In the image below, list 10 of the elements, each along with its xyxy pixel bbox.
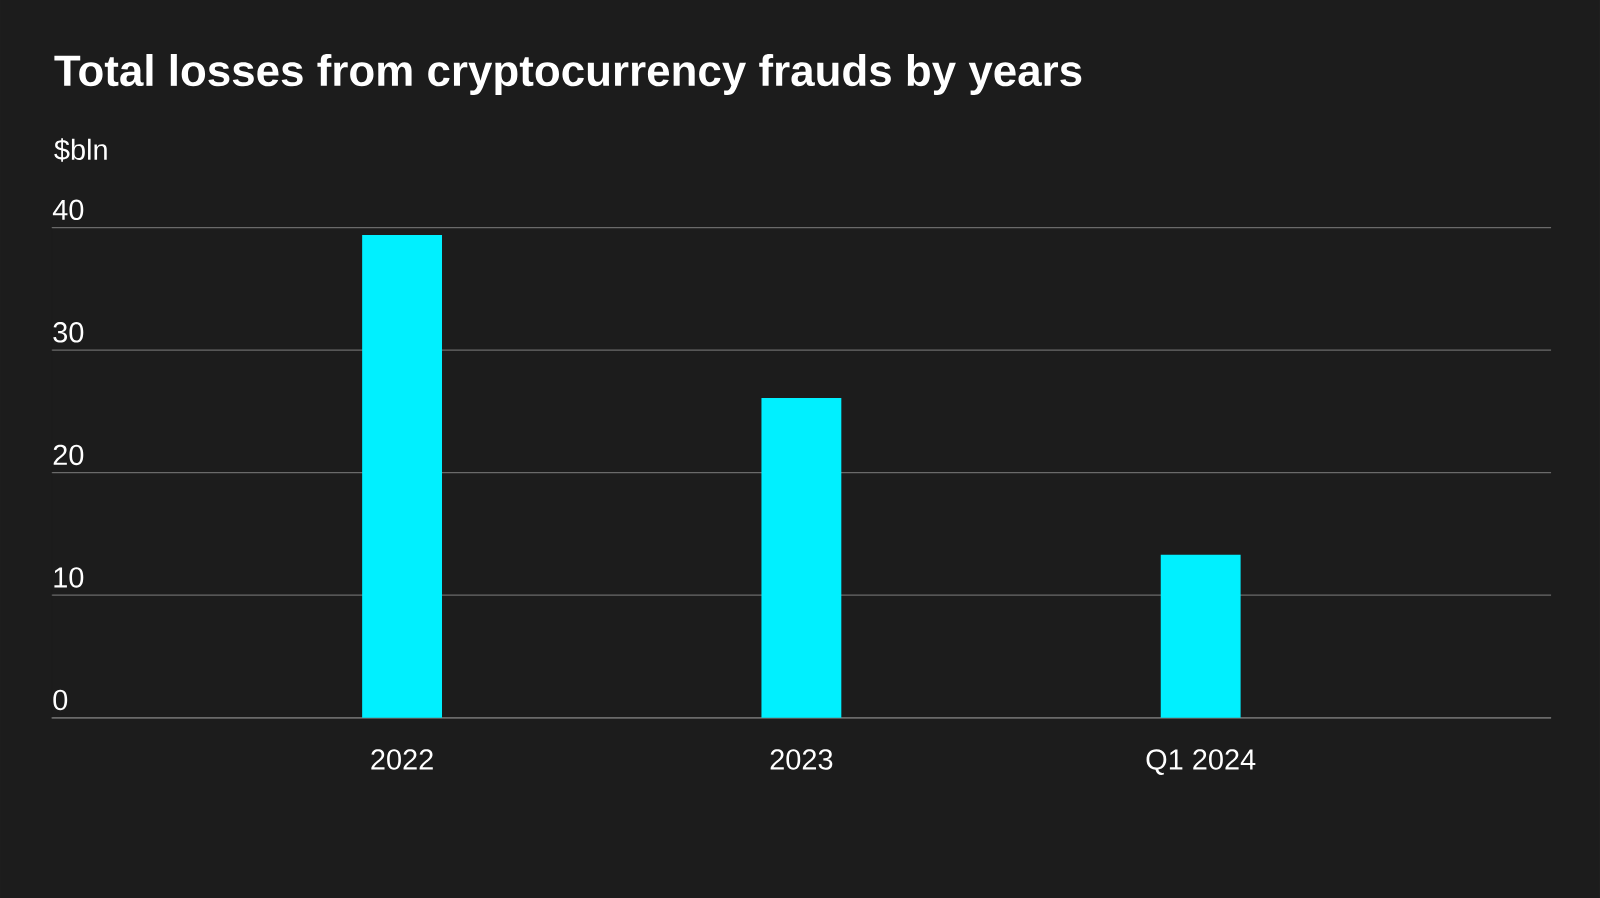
x-tick-label: Q1 2024 [1146, 749, 1256, 775]
y-tick-label: 30 [53, 321, 84, 343]
x-tick-label: 2023 [770, 749, 833, 770]
y-axis-title: $bln [54, 138, 107, 162]
y-tick-label: 20 [53, 444, 84, 465]
chart-title: Total losses from cryptocurrency frauds by years [54, 53, 1082, 95]
y-tick-label: 10 [54, 566, 84, 588]
y-tick-label: 0 [53, 689, 68, 711]
y-tick-label: 40 [52, 199, 84, 220]
x-tick-label: 2022 [371, 749, 433, 770]
